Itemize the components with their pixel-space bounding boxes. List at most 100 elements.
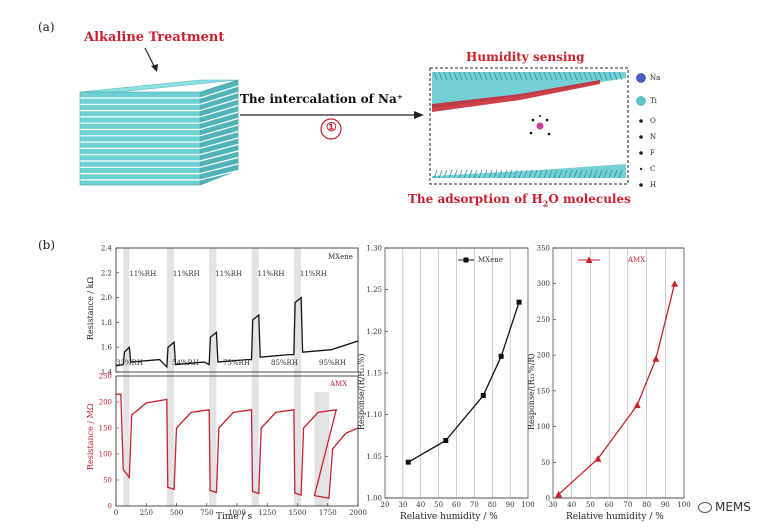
lower-tooth	[538, 169, 543, 179]
lower-tooth	[483, 169, 488, 179]
upper-tooth	[468, 71, 473, 81]
lower-tooth	[493, 169, 498, 179]
humidity-sensing-label: Humidity sensing	[466, 50, 585, 64]
lower-tooth	[573, 169, 578, 179]
upper-tooth	[463, 71, 468, 81]
upper-tooth	[513, 71, 518, 81]
small-atom-icon	[639, 119, 643, 123]
chart1-low-rh-label: 95%RH	[319, 359, 346, 367]
chart3-ytick-label: 1.25	[366, 286, 382, 294]
lower-tooth	[513, 169, 518, 179]
chart3-data-point	[405, 459, 411, 465]
upper-tooth	[473, 71, 478, 81]
upper-tooth	[553, 71, 558, 81]
chart2-ytick-label: 250	[99, 373, 112, 381]
legend-f: F	[650, 149, 655, 157]
upper-tooth	[488, 71, 493, 81]
water-molecule-icon	[529, 115, 551, 136]
lower-tooth	[498, 169, 503, 179]
upper-tooth	[548, 71, 553, 81]
legend-o: O	[650, 117, 656, 125]
watermark: MEMS	[698, 500, 751, 514]
chart2-ytick-label: 0	[108, 503, 112, 511]
upper-tooth	[533, 71, 538, 81]
wechat-icon	[698, 502, 712, 513]
lower-tooth	[563, 169, 568, 179]
chart3-ytick-label: 1.05	[366, 453, 382, 461]
chart4-xtick-label: 40	[567, 501, 576, 509]
lower-tooth	[478, 169, 483, 179]
small-atom-icon	[639, 183, 643, 187]
chart3-xtick-label: 100	[521, 501, 534, 509]
humidity-band	[209, 248, 217, 506]
chart4-data-point	[594, 455, 602, 462]
lower-tooth	[558, 169, 563, 179]
humidity-band	[166, 248, 175, 506]
upper-tooth	[608, 71, 613, 81]
chart3-data-point	[516, 299, 522, 305]
chart2-ytick-label: 50	[103, 477, 112, 485]
chart4-xtick-label: 90	[661, 501, 670, 509]
lower-tooth	[453, 169, 458, 179]
upper-tooth	[618, 71, 623, 81]
chart4-legend-marker	[585, 256, 593, 263]
upper-tooth	[458, 71, 463, 81]
lower-tooth	[608, 169, 613, 179]
chart1-ytick-label: 2.4	[101, 245, 113, 253]
chart3-ytick-label: 1.10	[366, 411, 382, 419]
upper-tooth	[583, 71, 588, 81]
lower-tooth	[583, 169, 588, 179]
chart4-data-point	[555, 490, 563, 498]
upper-tooth	[573, 71, 578, 81]
humidity-band	[123, 248, 130, 506]
upper-tooth	[508, 71, 513, 81]
upper-tooth	[503, 71, 508, 81]
chart3-data-point	[498, 353, 504, 359]
upper-tooth	[578, 71, 583, 81]
chart4-ytick-label: 300	[537, 280, 550, 288]
chart2-ytick-label: 100	[99, 451, 112, 459]
legend-na: Na	[650, 74, 661, 82]
lower-tooth	[588, 169, 593, 179]
chart1-low-rh-label: 54%RH	[172, 359, 199, 367]
lower-tooth	[603, 169, 608, 179]
chart3-xtick-label: 60	[452, 501, 461, 509]
chart3-legend-marker	[463, 257, 469, 263]
chart1-high-rh-label: 11%RH	[215, 270, 242, 278]
lower-tooth	[518, 169, 523, 179]
upper-tooth	[438, 71, 443, 81]
lower-tooth	[463, 169, 468, 179]
chart3-xtick-label: 80	[488, 501, 497, 509]
chart3-series-line	[407, 301, 520, 463]
chart3-ytick-label: 1.20	[366, 328, 382, 336]
label-pointer-arrow	[144, 47, 156, 69]
cube-side-layer-line	[199, 104, 239, 118]
chart2-xtick-label: 1250	[258, 509, 276, 517]
lower-tooth	[543, 169, 548, 179]
lower-tooth	[598, 169, 603, 179]
lower-tooth	[443, 169, 448, 179]
chart1-ytick-label: 1.6	[101, 344, 113, 352]
chart3-xtick-label: 90	[506, 501, 515, 509]
lower-tooth	[618, 169, 623, 179]
chart1-low-rh-label: 85%RH	[271, 359, 298, 367]
chart2-xtick-label: 1000	[228, 509, 246, 517]
chart2-xtick-label: 2000	[349, 509, 367, 517]
cube-side-layer-line	[199, 117, 239, 131]
legend-ti: Ti	[650, 97, 657, 105]
chart2-series-line	[116, 393, 359, 499]
chart3-xtick-label: 70	[470, 501, 479, 509]
small-atom-icon	[639, 151, 643, 155]
chart3-xlabel: Relative humidity / %	[400, 512, 498, 522]
chart4-xtick-label: 100	[677, 501, 690, 509]
lower-tooth	[448, 169, 453, 179]
chart2-xtick-label: 1500	[289, 509, 307, 517]
humidity-band	[314, 392, 329, 506]
chart4-data-point	[652, 355, 660, 362]
lower-tooth	[553, 169, 558, 179]
alkaline-treatment-label: Alkaline Treatment	[84, 30, 225, 45]
chart4-frame	[552, 247, 685, 499]
layered-cube-icon	[79, 79, 239, 186]
chart1-high-rh-label: 11%RH	[258, 270, 285, 278]
lower-tooth	[438, 169, 443, 179]
